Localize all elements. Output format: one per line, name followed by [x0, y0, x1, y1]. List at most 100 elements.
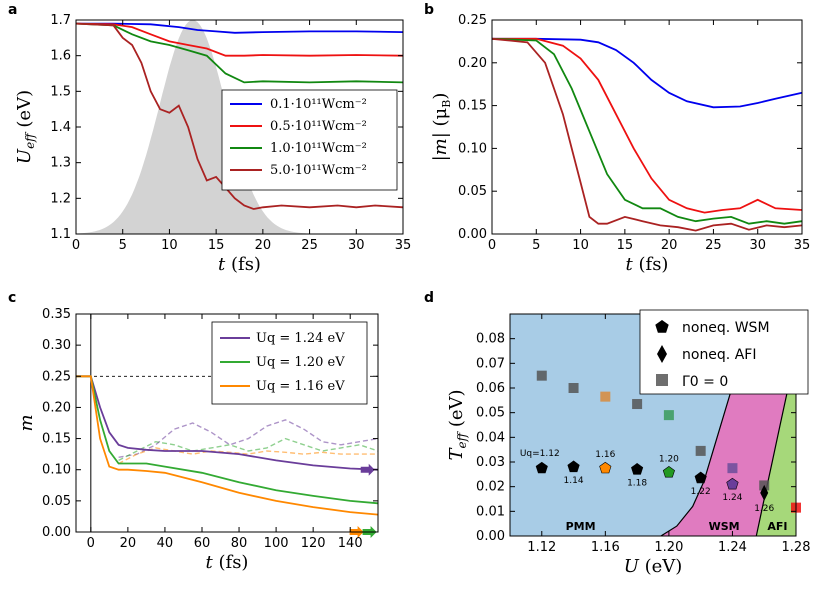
y-tick-label: 0.20: [42, 400, 71, 415]
pentagon-marker: [535, 461, 548, 474]
chart-d: PMM WSM AFI Uq=1.12 1.14 1.16 1.18 1.20 1.22 1.24…: [446, 309, 811, 577]
diamond-marker: [760, 484, 769, 501]
point-label: 1.24: [722, 493, 742, 503]
point-label: 1.16: [595, 450, 615, 460]
laser-pulse-envelope: [76, 20, 403, 234]
x-axis-label: t (fs): [218, 254, 261, 275]
y-tick-label: 1.1: [50, 227, 71, 242]
y-tick-label: 0.08: [476, 332, 505, 347]
axis-label-sub: eff: [23, 131, 37, 149]
legend-label: noneq. AFI: [682, 347, 756, 363]
x-tick-label: 25: [705, 238, 722, 253]
series-line-4: [75, 22, 404, 210]
chart-b: 0 5 10 15 20 25 30 35 0.00 0.05 0.10 0.15 0.20 0.25 t …: [430, 13, 810, 275]
axis-label-unit2: ): [430, 93, 451, 100]
y-tick-label: 0.06: [476, 381, 505, 396]
legend-diamond-icon: [657, 345, 667, 363]
x-tick-label: 140: [338, 536, 363, 551]
square-marker: [536, 370, 547, 381]
y-tick-label: 0.10: [42, 463, 71, 478]
y-tick-label: 0.30: [42, 338, 71, 353]
x-tick-label: 0: [72, 238, 80, 253]
y-tick-label: 0.00: [458, 227, 487, 242]
y-tick-label: 0.20: [458, 56, 487, 71]
x-tick-label: 1.20: [654, 540, 683, 555]
legend-label: Γ0 = 0: [682, 374, 728, 390]
y-tick-label: 0.01: [476, 504, 505, 519]
x-tick-label: 1.12: [527, 540, 556, 555]
axis-label-unit: (μ: [430, 107, 451, 132]
x-tick-label: 35: [794, 238, 811, 253]
square-marker: [600, 391, 611, 402]
legend-label: Uq = 1.20 eV: [256, 355, 345, 370]
y-tick-label: 0.05: [42, 494, 71, 509]
legend-label: Uq = 1.24 eV: [256, 331, 345, 346]
point-label: 1.20: [659, 454, 679, 464]
x-tick-label: 30: [749, 238, 766, 253]
pentagon-marker: [726, 477, 739, 490]
arrow-marker-purple: [360, 463, 375, 476]
plot-frame: [75, 313, 379, 533]
series-line-2: [76, 375, 379, 505]
axis-label-var: U: [14, 148, 35, 164]
axis-label-sub: eff: [455, 430, 469, 448]
x-tick-label: 100: [264, 536, 289, 551]
axis-label-unit: (eV): [639, 556, 682, 577]
axis-label-unit: (fs): [225, 254, 261, 275]
axis-label-unit: (fs): [633, 254, 669, 275]
x-tick-label: 20: [255, 238, 272, 253]
pentagon-marker: [631, 463, 644, 475]
x-tick-label: 5: [119, 238, 127, 253]
region-label-afi: AFI: [767, 520, 787, 533]
axis-label-var: t: [206, 552, 214, 573]
panel-label-c: c: [8, 290, 16, 306]
x-tick-label: 1.16: [591, 540, 620, 555]
y-tick-label: 0.25: [458, 13, 487, 28]
series-line-3: [491, 37, 803, 225]
region-afi: [756, 338, 796, 536]
y-tick-label: 1.7: [50, 13, 71, 28]
legend-label: 0.5·10¹¹Wcm⁻²: [270, 119, 367, 134]
y-tick-label: 0.05: [476, 406, 505, 421]
point-label: 1.18: [627, 478, 647, 488]
square-marker: [695, 445, 706, 456]
y-tick-label: 0.00: [42, 525, 71, 540]
x-tick-label: 0: [488, 238, 496, 253]
x-axis-label: t (fs): [626, 254, 669, 275]
axis-label-unit: (fs): [213, 552, 249, 573]
axis-label-var: |m|: [430, 132, 451, 161]
y-tick-label: 0.25: [42, 369, 71, 384]
square-marker: [568, 383, 579, 393]
legend-box: [221, 89, 398, 191]
square-marker: [727, 463, 738, 474]
y-tick-label: 0.02: [476, 480, 505, 495]
series-line-3: [76, 375, 379, 516]
y-tick-label: 0.04: [476, 430, 505, 445]
x-tick-label: 15: [208, 238, 225, 253]
x-tick-label: 40: [157, 536, 174, 551]
y-tick-label: 1.5: [50, 84, 71, 99]
legend-pentagon-icon: [655, 320, 669, 333]
series-line-2: [75, 22, 404, 57]
series-line-2: [492, 37, 803, 214]
legend-label: Uq = 1.16 eV: [256, 379, 345, 394]
pentagon-marker: [662, 466, 675, 478]
x-axis-label: t (fs): [206, 552, 249, 573]
y-tick-label: 0.03: [476, 455, 505, 470]
x-tick-label: 30: [348, 238, 365, 253]
y-tick-label: 0.15: [458, 99, 487, 114]
y-tick-label: 1.6: [50, 49, 71, 64]
x-tick-label: 10: [572, 238, 589, 253]
x-tick-label: 25: [301, 238, 318, 253]
axis-label-sub: B: [440, 100, 453, 108]
point-label: Uq=1.12: [520, 449, 560, 459]
point-label: 1.14: [564, 476, 584, 486]
axis-label-var: U: [624, 556, 640, 577]
y-axis-label: Ueff (eV): [14, 90, 37, 164]
x-tick-label: 1.28: [782, 540, 811, 555]
y-tick-label: 0.00: [476, 529, 505, 544]
y-tick-label: 1.2: [50, 191, 71, 206]
region-label-pmm: PMM: [566, 520, 596, 533]
x-tick-label: 20: [661, 238, 678, 253]
